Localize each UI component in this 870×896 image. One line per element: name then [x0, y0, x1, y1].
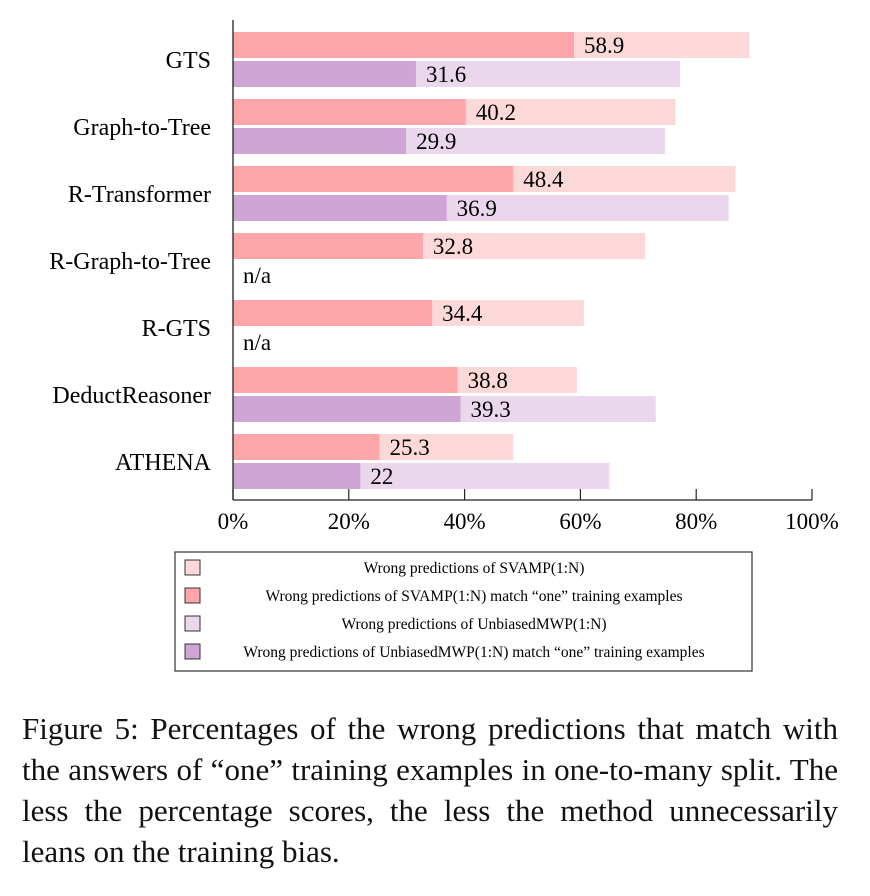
- legend-swatch-1: [184, 587, 201, 604]
- data-label-unbiased-athena: 22: [370, 464, 393, 489]
- data-label-svamp-gts: 58.9: [584, 33, 624, 58]
- data-label-svamp-athena: 25.3: [389, 435, 429, 460]
- bar-unbiased-match-deductreasoner: [233, 396, 461, 422]
- legend-label-1: Wrong predictions of SVAMP(1:N) match “o…: [265, 588, 682, 605]
- bar-svamp-match-gts: [233, 32, 575, 58]
- bar-svamp-match-r-transformer: [233, 166, 514, 192]
- labels-layer: 58.9 31.6 GTS 40.2 29.9 Graph-to-Tree 48.4 36.9…: [49, 33, 624, 489]
- category-label-r-transformer: R-Transformer: [68, 182, 211, 208]
- x-tick-label: 60%: [559, 509, 601, 534]
- category-label-deductreasoner: DeductReasoner: [52, 383, 211, 409]
- bar-chart: 58.9 31.6 GTS 40.2 29.9 Graph-to-Tree 48.4 36.9…: [49, 20, 839, 672]
- legend-label-0: Wrong predictions of SVAMP(1:N): [364, 560, 585, 577]
- bar-svamp-match-graph-to-tree: [233, 99, 466, 125]
- bar-svamp-match-athena: [233, 434, 380, 460]
- data-label-unbiased-r-transformer: 36.9: [457, 196, 497, 221]
- data-label-unbiased-r-graph-to-tree: n/a: [243, 263, 271, 288]
- figure-caption: Figure 5: Percentages of the wrong predi…: [22, 711, 838, 869]
- x-tick-label: 80%: [675, 509, 717, 534]
- bar-svamp-match-r-gts: [233, 300, 433, 326]
- data-label-svamp-r-transformer: 48.4: [523, 167, 564, 192]
- category-label-r-gts: R-GTS: [142, 316, 211, 342]
- data-label-unbiased-gts: 31.6: [426, 62, 466, 87]
- legend-swatch-2: [184, 615, 201, 632]
- data-label-svamp-r-graph-to-tree: 32.8: [433, 234, 473, 259]
- bar-svamp-match-deductreasoner: [233, 367, 458, 393]
- data-label-svamp-r-gts: 34.4: [442, 301, 483, 326]
- legend-swatch-3: [184, 643, 201, 660]
- bar-svamp-match-r-graph-to-tree: [233, 233, 423, 259]
- legend-swatch-0: [184, 559, 201, 576]
- bar-unbiased-match-gts: [233, 61, 416, 87]
- category-label-gts: GTS: [166, 48, 211, 74]
- bar-unbiased-match-r-transformer: [233, 195, 447, 221]
- legend-label-3: Wrong predictions of UnbiasedMWP(1:N) ma…: [243, 644, 704, 661]
- category-label-graph-to-tree: Graph-to-Tree: [73, 115, 211, 141]
- legend-box: [174, 551, 753, 672]
- data-label-unbiased-deductreasoner: 39.3: [471, 397, 511, 422]
- data-label-svamp-graph-to-tree: 40.2: [476, 100, 516, 125]
- x-tick-label: 0%: [218, 509, 249, 534]
- data-label-svamp-deductreasoner: 38.8: [468, 368, 508, 393]
- category-label-r-graph-to-tree: R-Graph-to-Tree: [49, 249, 211, 275]
- bars-layer: [233, 32, 750, 489]
- bar-unbiased-match-athena: [233, 463, 361, 489]
- x-tick-label: 40%: [444, 509, 486, 534]
- legend-label-2: Wrong predictions of UnbiasedMWP(1:N): [342, 616, 607, 633]
- data-label-unbiased-graph-to-tree: 29.9: [416, 129, 456, 154]
- data-label-unbiased-r-gts: n/a: [243, 330, 271, 355]
- category-label-athena: ATHENA: [115, 450, 212, 476]
- x-tick-label: 100%: [785, 509, 839, 534]
- axis-layer: 0% 20% 40% 60% 80% 100%: [218, 20, 839, 534]
- x-tick-label: 20%: [328, 509, 370, 534]
- legend: Wrong predictions of SVAMP(1:N) Wrong pre…: [174, 551, 753, 672]
- bar-unbiased-match-graph-to-tree: [233, 128, 407, 154]
